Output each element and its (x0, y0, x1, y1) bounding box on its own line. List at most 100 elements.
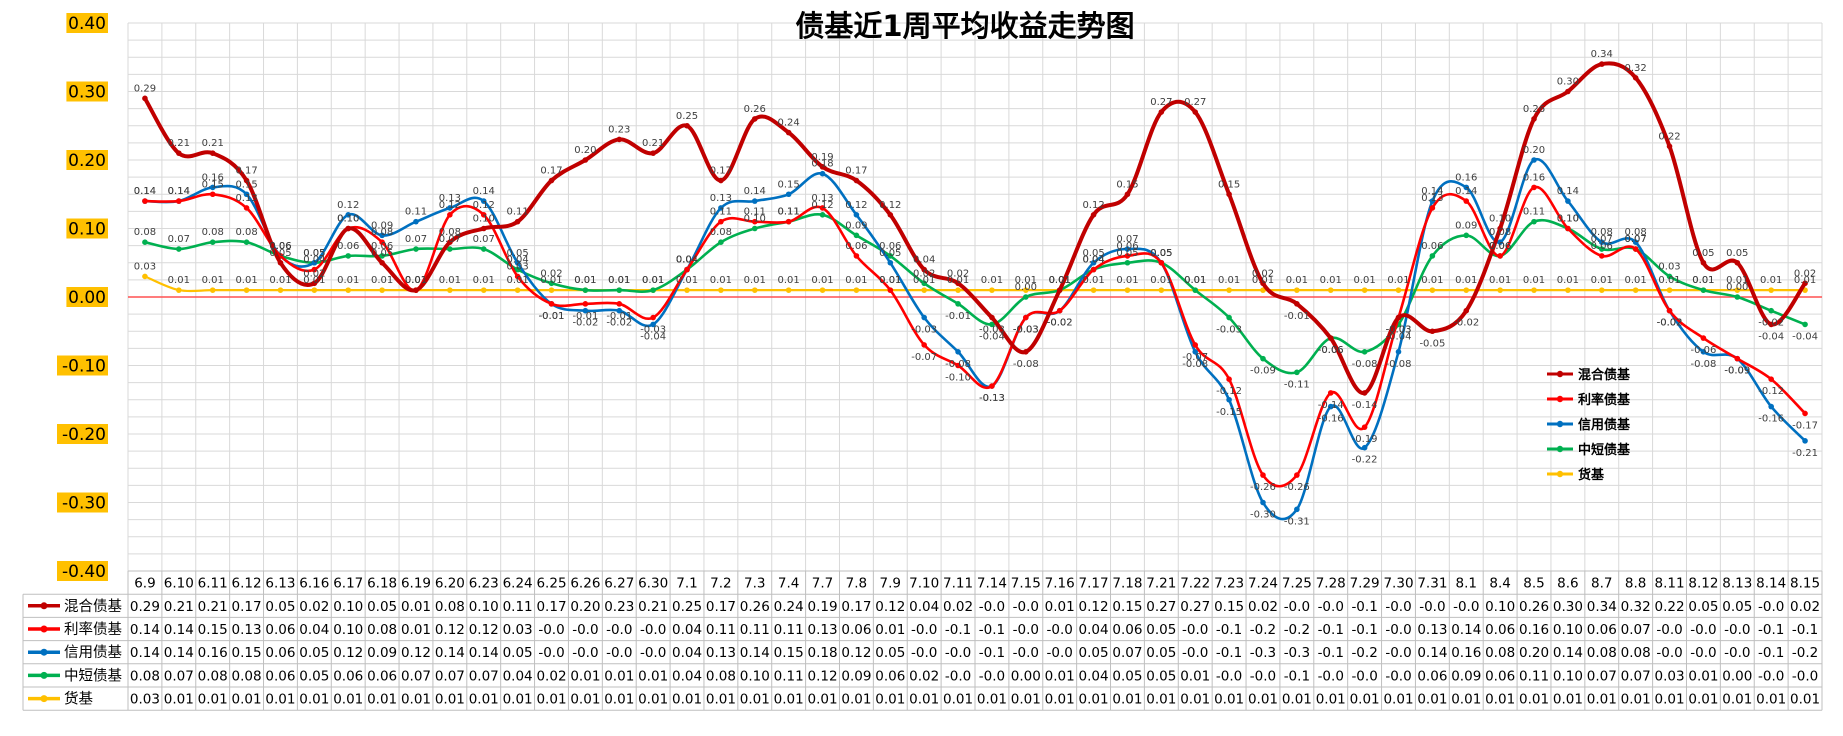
table-cell: 0.12 (333, 645, 363, 661)
data-label: 0.13 (439, 193, 461, 204)
table-cell: 0.08 (1485, 645, 1515, 661)
data-label: -0.06 (1690, 345, 1716, 356)
data-label: 0.12 (1082, 200, 1104, 211)
table-cell: 0.12 (1079, 599, 1109, 615)
data-label: -0.08 (1386, 359, 1412, 370)
data-label: -0.10 (945, 373, 971, 384)
data-point (1768, 321, 1774, 328)
table-cell: 0.00 (1011, 668, 1041, 684)
table-cell: 0.05 (1688, 599, 1718, 615)
table-cell: 0.01 (1655, 692, 1685, 708)
data-point (311, 280, 318, 287)
table-cell: 0.01 (570, 692, 600, 708)
x-tick-label: 7.31 (1417, 576, 1447, 592)
table-cell: 0.01 (604, 692, 634, 708)
table-cell: 0.01 (198, 692, 228, 708)
data-point (1226, 287, 1232, 293)
data-point (1632, 75, 1639, 81)
table-cell: 0.10 (1553, 622, 1583, 638)
data-point (582, 287, 589, 293)
data-point (1023, 349, 1029, 355)
table-cell: 0.01 (1485, 692, 1515, 708)
x-tick-label: 6.27 (604, 576, 634, 592)
data-label: 0.15 (778, 179, 800, 190)
table-cell: 0.03 (503, 622, 533, 638)
data-point (548, 280, 555, 287)
data-label: 0.02 (303, 268, 325, 279)
data-point (480, 198, 487, 204)
data-label: 0.01 (574, 275, 596, 286)
x-tick-label: 7.10 (909, 576, 939, 592)
data-point (1090, 287, 1097, 293)
data-point (1361, 444, 1368, 451)
table-cell: -0.0 (1318, 668, 1344, 684)
data-label: 0.01 (879, 275, 901, 286)
data-point (1565, 225, 1571, 232)
table-cell: 0.14 (130, 645, 160, 661)
table-cell: 0.12 (435, 622, 465, 638)
data-label: 0.06 (269, 241, 291, 252)
data-label: 0.02 (1252, 268, 1274, 279)
table-cell: 0.04 (909, 599, 939, 615)
data-label: 0.02 (947, 268, 969, 279)
data-label: 0.05 (879, 248, 901, 259)
data-point (1734, 294, 1741, 300)
table-cell: 0.01 (1688, 668, 1718, 684)
table-cell: 0.05 (1079, 645, 1109, 661)
data-label: 0.05 (303, 248, 325, 259)
table-cell: -0.0 (1656, 645, 1682, 661)
data-point (447, 246, 453, 252)
data-label: 0.08 (439, 227, 461, 238)
data-point (1192, 109, 1199, 115)
data-point (684, 266, 690, 273)
data-point (1226, 191, 1232, 198)
data-label: 0.01 (405, 275, 427, 286)
data-point (514, 218, 521, 225)
data-label: 0.15 (1116, 179, 1138, 190)
table-series-name: 混合债基 (64, 598, 122, 615)
data-label: 0.01 (168, 275, 190, 286)
table-cell: -0.1 (1216, 622, 1242, 638)
table-cell: -0.1 (1351, 622, 1377, 638)
data-point (1463, 232, 1470, 239)
data-point (853, 212, 860, 218)
data-label: 0.01 (913, 275, 935, 286)
table-cell: 0.10 (1553, 668, 1583, 684)
data-label: -0.04 (640, 331, 666, 342)
data-label: 0.04 (676, 255, 698, 266)
data-label: -0.13 (979, 393, 1005, 404)
data-label: 0.01 (1489, 275, 1511, 286)
table-cell: -0.0 (945, 668, 971, 684)
data-label: -0.09 (1724, 366, 1750, 377)
table-cell: -0.0 (1792, 668, 1818, 684)
table-cell: 0.01 (672, 692, 702, 708)
table-cell: 0.13 (232, 622, 262, 638)
table-cell: 0.01 (638, 668, 668, 684)
x-tick-label: 8.7 (1591, 576, 1612, 592)
y-tick-bg (57, 561, 108, 581)
x-tick-label: 6.16 (299, 576, 329, 592)
data-point (1565, 287, 1571, 293)
table-cell: 0.01 (1722, 692, 1752, 708)
table-cell: -0.0 (1318, 599, 1344, 615)
data-point (277, 259, 284, 266)
table-cell: 0.02 (909, 668, 939, 684)
series-line-1 (144, 185, 1807, 488)
table-cell: 0.05 (299, 668, 329, 684)
table-cell: 0.08 (232, 668, 262, 684)
data-label: 0.01 (1523, 275, 1545, 286)
table-cell: 0.01 (1621, 692, 1651, 708)
data-point (1802, 410, 1808, 417)
data-label: -0.02 (1657, 318, 1683, 329)
y-tick-label: -0.40 (62, 562, 106, 582)
data-label: 0.01 (1184, 275, 1206, 286)
data-point (1124, 253, 1131, 259)
x-tick-label: 8.12 (1688, 576, 1718, 592)
x-tick-label: 7.14 (977, 576, 1007, 592)
table-cell: 0.01 (1451, 692, 1481, 708)
table-cell: 0.09 (841, 668, 871, 684)
data-point (1158, 259, 1165, 266)
data-label: 0.04 (1082, 255, 1104, 266)
data-label: -0.08 (1352, 359, 1378, 370)
table-cell: -0.2 (1351, 645, 1377, 661)
